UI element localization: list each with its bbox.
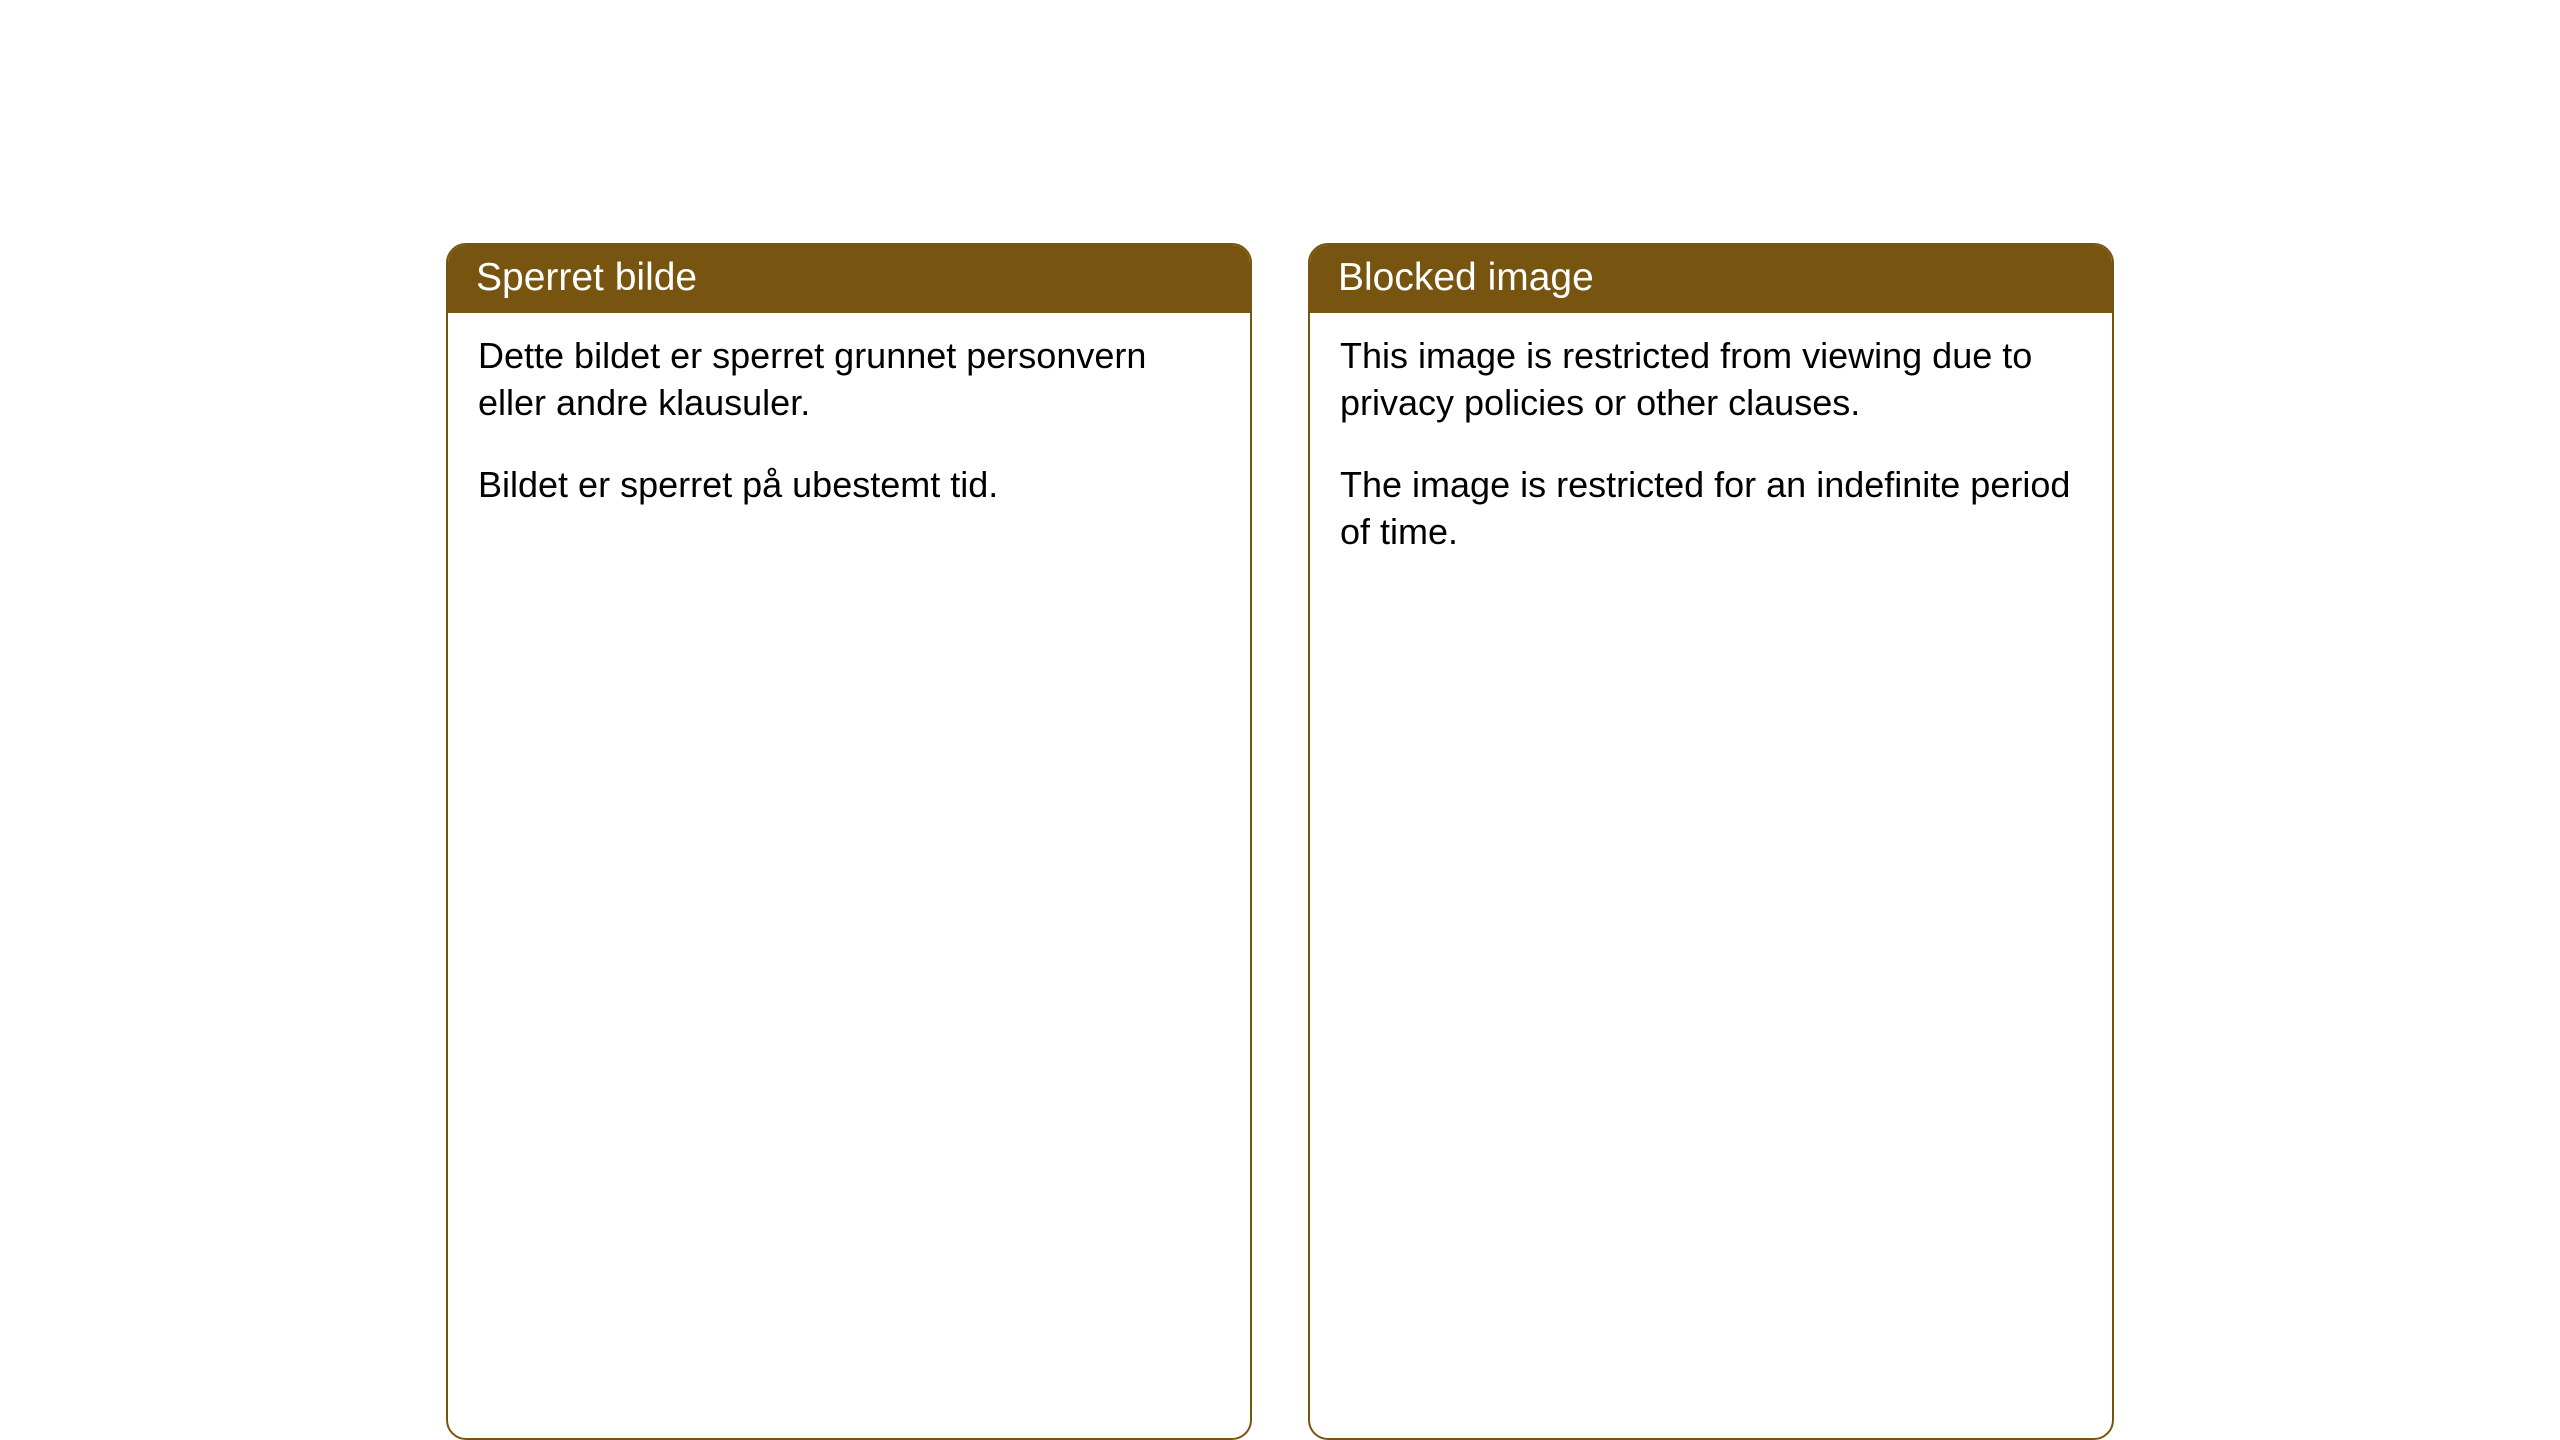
blocked-image-card-norwegian: Sperret bilde Dette bildet er sperret gr… — [446, 243, 1252, 1440]
notice-paragraph-2: Bildet er sperret på ubestemt tid. — [478, 462, 1220, 509]
card-title: Sperret bilde — [476, 256, 697, 299]
notice-paragraph-2: The image is restricted for an indefinit… — [1340, 462, 2082, 556]
card-title: Blocked image — [1338, 256, 1594, 299]
card-body-english: This image is restricted from viewing du… — [1310, 313, 2112, 586]
blocked-image-card-english: Blocked image This image is restricted f… — [1308, 243, 2114, 1440]
card-header-norwegian: Sperret bilde — [448, 245, 1250, 313]
notice-paragraph-1: Dette bildet er sperret grunnet personve… — [478, 333, 1220, 427]
notice-cards-container: Sperret bilde Dette bildet er sperret gr… — [446, 243, 2114, 1440]
card-header-english: Blocked image — [1310, 245, 2112, 313]
notice-paragraph-1: This image is restricted from viewing du… — [1340, 333, 2082, 427]
card-body-norwegian: Dette bildet er sperret grunnet personve… — [448, 313, 1250, 539]
